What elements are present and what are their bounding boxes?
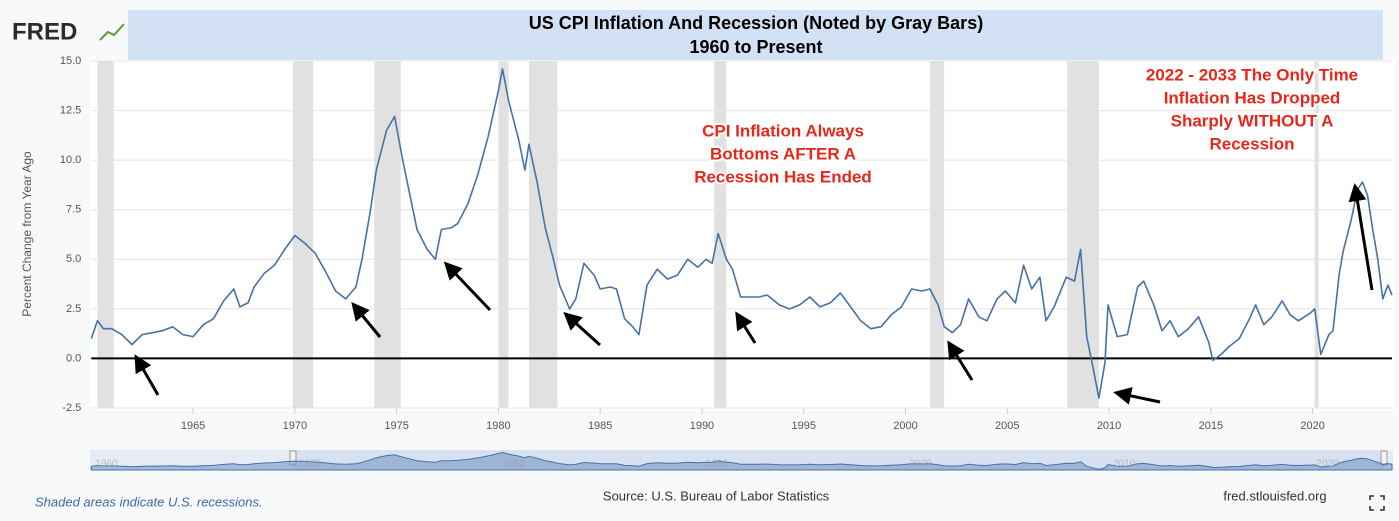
arrows	[134, 183, 1374, 405]
cpi-line	[90, 68, 1393, 399]
recession-bar	[498, 61, 509, 408]
annotation: Recession Has Ended	[694, 167, 872, 186]
x-tick-label: 1990	[690, 420, 714, 432]
site-link[interactable]: fred.stlouisfed.org	[1223, 488, 1326, 503]
navigator-tick-label: 1960	[95, 459, 118, 470]
navigator-tick-label: 2000	[910, 459, 933, 470]
x-tick-label: 2010	[1097, 420, 1121, 432]
navigator-tick-label: 1990	[706, 459, 729, 470]
x-tick-label: 2005	[995, 420, 1019, 432]
x-tick-label: 2000	[893, 420, 917, 432]
y-tick-label: 12.5	[60, 104, 81, 116]
recession-bar	[929, 61, 945, 408]
arrow	[351, 302, 382, 338]
x-tick-label: 1975	[384, 420, 408, 432]
logo-icon	[99, 23, 125, 41]
arrow	[947, 340, 974, 381]
fullscreen-icon[interactable]	[1369, 495, 1385, 511]
arrow	[563, 311, 602, 347]
y-tick-label: 10.0	[60, 154, 81, 166]
recession-bar	[97, 61, 114, 408]
title-box	[128, 10, 1383, 60]
navigator-tick-label: 2010	[1113, 459, 1136, 470]
x-tick-label: 1970	[283, 420, 307, 432]
logo: FRED	[12, 18, 77, 45]
plot-layer	[90, 60, 1393, 414]
annotation: Inflation Has Dropped	[1164, 88, 1341, 107]
x-tick-label: 1980	[486, 420, 510, 432]
x-tick-label: 2015	[1199, 420, 1223, 432]
y-tick-label: -2.5	[62, 402, 81, 414]
x-tick-label: 1985	[588, 420, 612, 432]
annotation: CPI Inflation Always	[702, 121, 864, 140]
recession-bar	[1067, 61, 1099, 408]
chart-title: US CPI Inflation And Recession (Noted by…	[529, 13, 983, 33]
arrow	[1348, 183, 1374, 291]
x-tick-label: 2020	[1300, 420, 1324, 432]
chart-subtitle: 1960 to Present	[689, 37, 822, 57]
recession-bar	[528, 61, 558, 408]
recession-bar	[292, 61, 314, 408]
source: Source: U.S. Bureau of Labor Statistics	[603, 488, 830, 503]
arrow	[735, 311, 757, 344]
annotation: Bottoms AFTER A	[710, 144, 856, 163]
y-tick-label: 2.5	[66, 303, 81, 315]
x-tick-label: 1965	[181, 420, 205, 432]
y-tick-label: 15.0	[60, 55, 81, 67]
annotation: Sharply WITHOUT A	[1171, 111, 1334, 130]
navigator-tick-label: 1970	[299, 459, 322, 470]
y-tick-label: 7.5	[66, 204, 81, 216]
navigator-handle[interactable]	[1380, 450, 1388, 466]
navigator-tick-label: 1980	[502, 459, 525, 470]
navigator-tick-label: 2020	[1317, 459, 1340, 470]
recession-note: Shaded areas indicate U.S. recessions.	[35, 494, 263, 509]
recession-bar	[374, 61, 401, 408]
y-axis-label: Percent Change from Year Ago	[20, 151, 34, 317]
recession-bar	[1314, 61, 1319, 408]
annotation: 2022 - 2033 The Only Time	[1146, 65, 1358, 84]
y-tick-label: 0.0	[66, 352, 81, 364]
arrow	[134, 354, 160, 396]
y-tick-label: 5.0	[66, 253, 81, 265]
annotation: Recession	[1209, 134, 1294, 153]
recession-bar	[714, 61, 727, 408]
x-tick-label: 1995	[791, 420, 815, 432]
navigator-area	[90, 451, 1393, 471]
arrow	[443, 261, 492, 312]
arrow	[1113, 387, 1161, 405]
